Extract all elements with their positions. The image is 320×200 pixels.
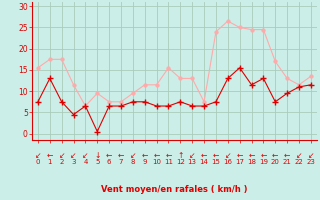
Text: ↙: ↙ (189, 151, 196, 160)
Text: ←: ← (153, 151, 160, 160)
Text: ↙: ↙ (70, 151, 77, 160)
Text: ←: ← (272, 151, 278, 160)
Text: ←: ← (236, 151, 243, 160)
Text: ↙: ↙ (296, 151, 302, 160)
Text: ↓: ↓ (94, 151, 100, 160)
Text: ←: ← (201, 151, 207, 160)
Text: ↙: ↙ (308, 151, 314, 160)
Text: ←: ← (284, 151, 290, 160)
Text: ↙: ↙ (35, 151, 41, 160)
Text: ↑: ↑ (177, 151, 184, 160)
Text: ←: ← (47, 151, 53, 160)
Text: ←: ← (106, 151, 112, 160)
Text: ↙: ↙ (82, 151, 89, 160)
Text: ↙: ↙ (59, 151, 65, 160)
Text: ←: ← (213, 151, 219, 160)
Text: ↙: ↙ (225, 151, 231, 160)
Text: ←: ← (248, 151, 255, 160)
X-axis label: Vent moyen/en rafales ( km/h ): Vent moyen/en rafales ( km/h ) (101, 185, 248, 194)
Text: ↙: ↙ (130, 151, 136, 160)
Text: ←: ← (260, 151, 267, 160)
Text: ←: ← (141, 151, 148, 160)
Text: ←: ← (118, 151, 124, 160)
Text: ←: ← (165, 151, 172, 160)
